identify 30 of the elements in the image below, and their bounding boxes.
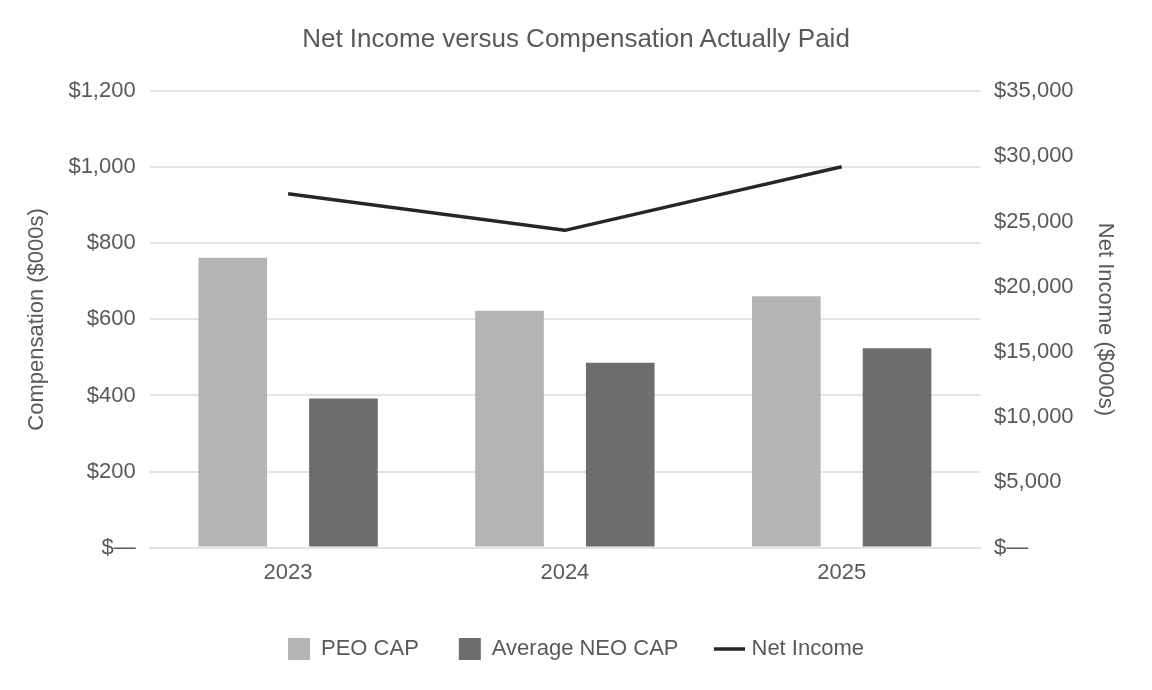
- y2-tick-label: $35,000: [994, 77, 1074, 103]
- bar: [198, 257, 268, 547]
- y-axis-title: Compensation ($000s): [23, 208, 49, 431]
- y-tick-label: $1,000: [68, 153, 136, 179]
- y2-tick-label: $10,000: [994, 403, 1074, 429]
- chart-title: Net Income versus Compensation Actually Paid: [302, 22, 850, 53]
- y-tick-label: $200: [86, 457, 136, 483]
- bar: [752, 296, 821, 547]
- bar: [862, 348, 932, 547]
- y-tick-label: $—: [101, 533, 136, 559]
- y-tick-label: $600: [86, 305, 136, 331]
- y-tick-label: $400: [86, 381, 136, 407]
- bar: [475, 310, 544, 547]
- y-tick-label: $1,200: [68, 77, 136, 103]
- y2-tick-label: $20,000: [994, 272, 1074, 298]
- x-tick-label: 2024: [540, 558, 590, 584]
- bar: [585, 362, 655, 547]
- y-tick-label: $800: [86, 229, 136, 255]
- bar: [309, 398, 378, 547]
- y2-tick-label: $15,000: [994, 338, 1074, 364]
- y2-tick-label: $25,000: [994, 207, 1074, 233]
- x-tick-label: 2025: [817, 558, 867, 584]
- y2-tick-label: $—: [994, 533, 1029, 559]
- legend-label: Average NEO CAP: [491, 635, 679, 661]
- legend-label: PEO CAP: [321, 635, 419, 661]
- x-tick-label: 2023: [263, 558, 313, 584]
- y2-tick-label: $30,000: [994, 142, 1074, 168]
- legend-label: Net Income: [751, 635, 864, 661]
- y2-axis-title: Net Income ($000s): [1093, 222, 1119, 416]
- y2-tick-label: $5,000: [994, 468, 1062, 494]
